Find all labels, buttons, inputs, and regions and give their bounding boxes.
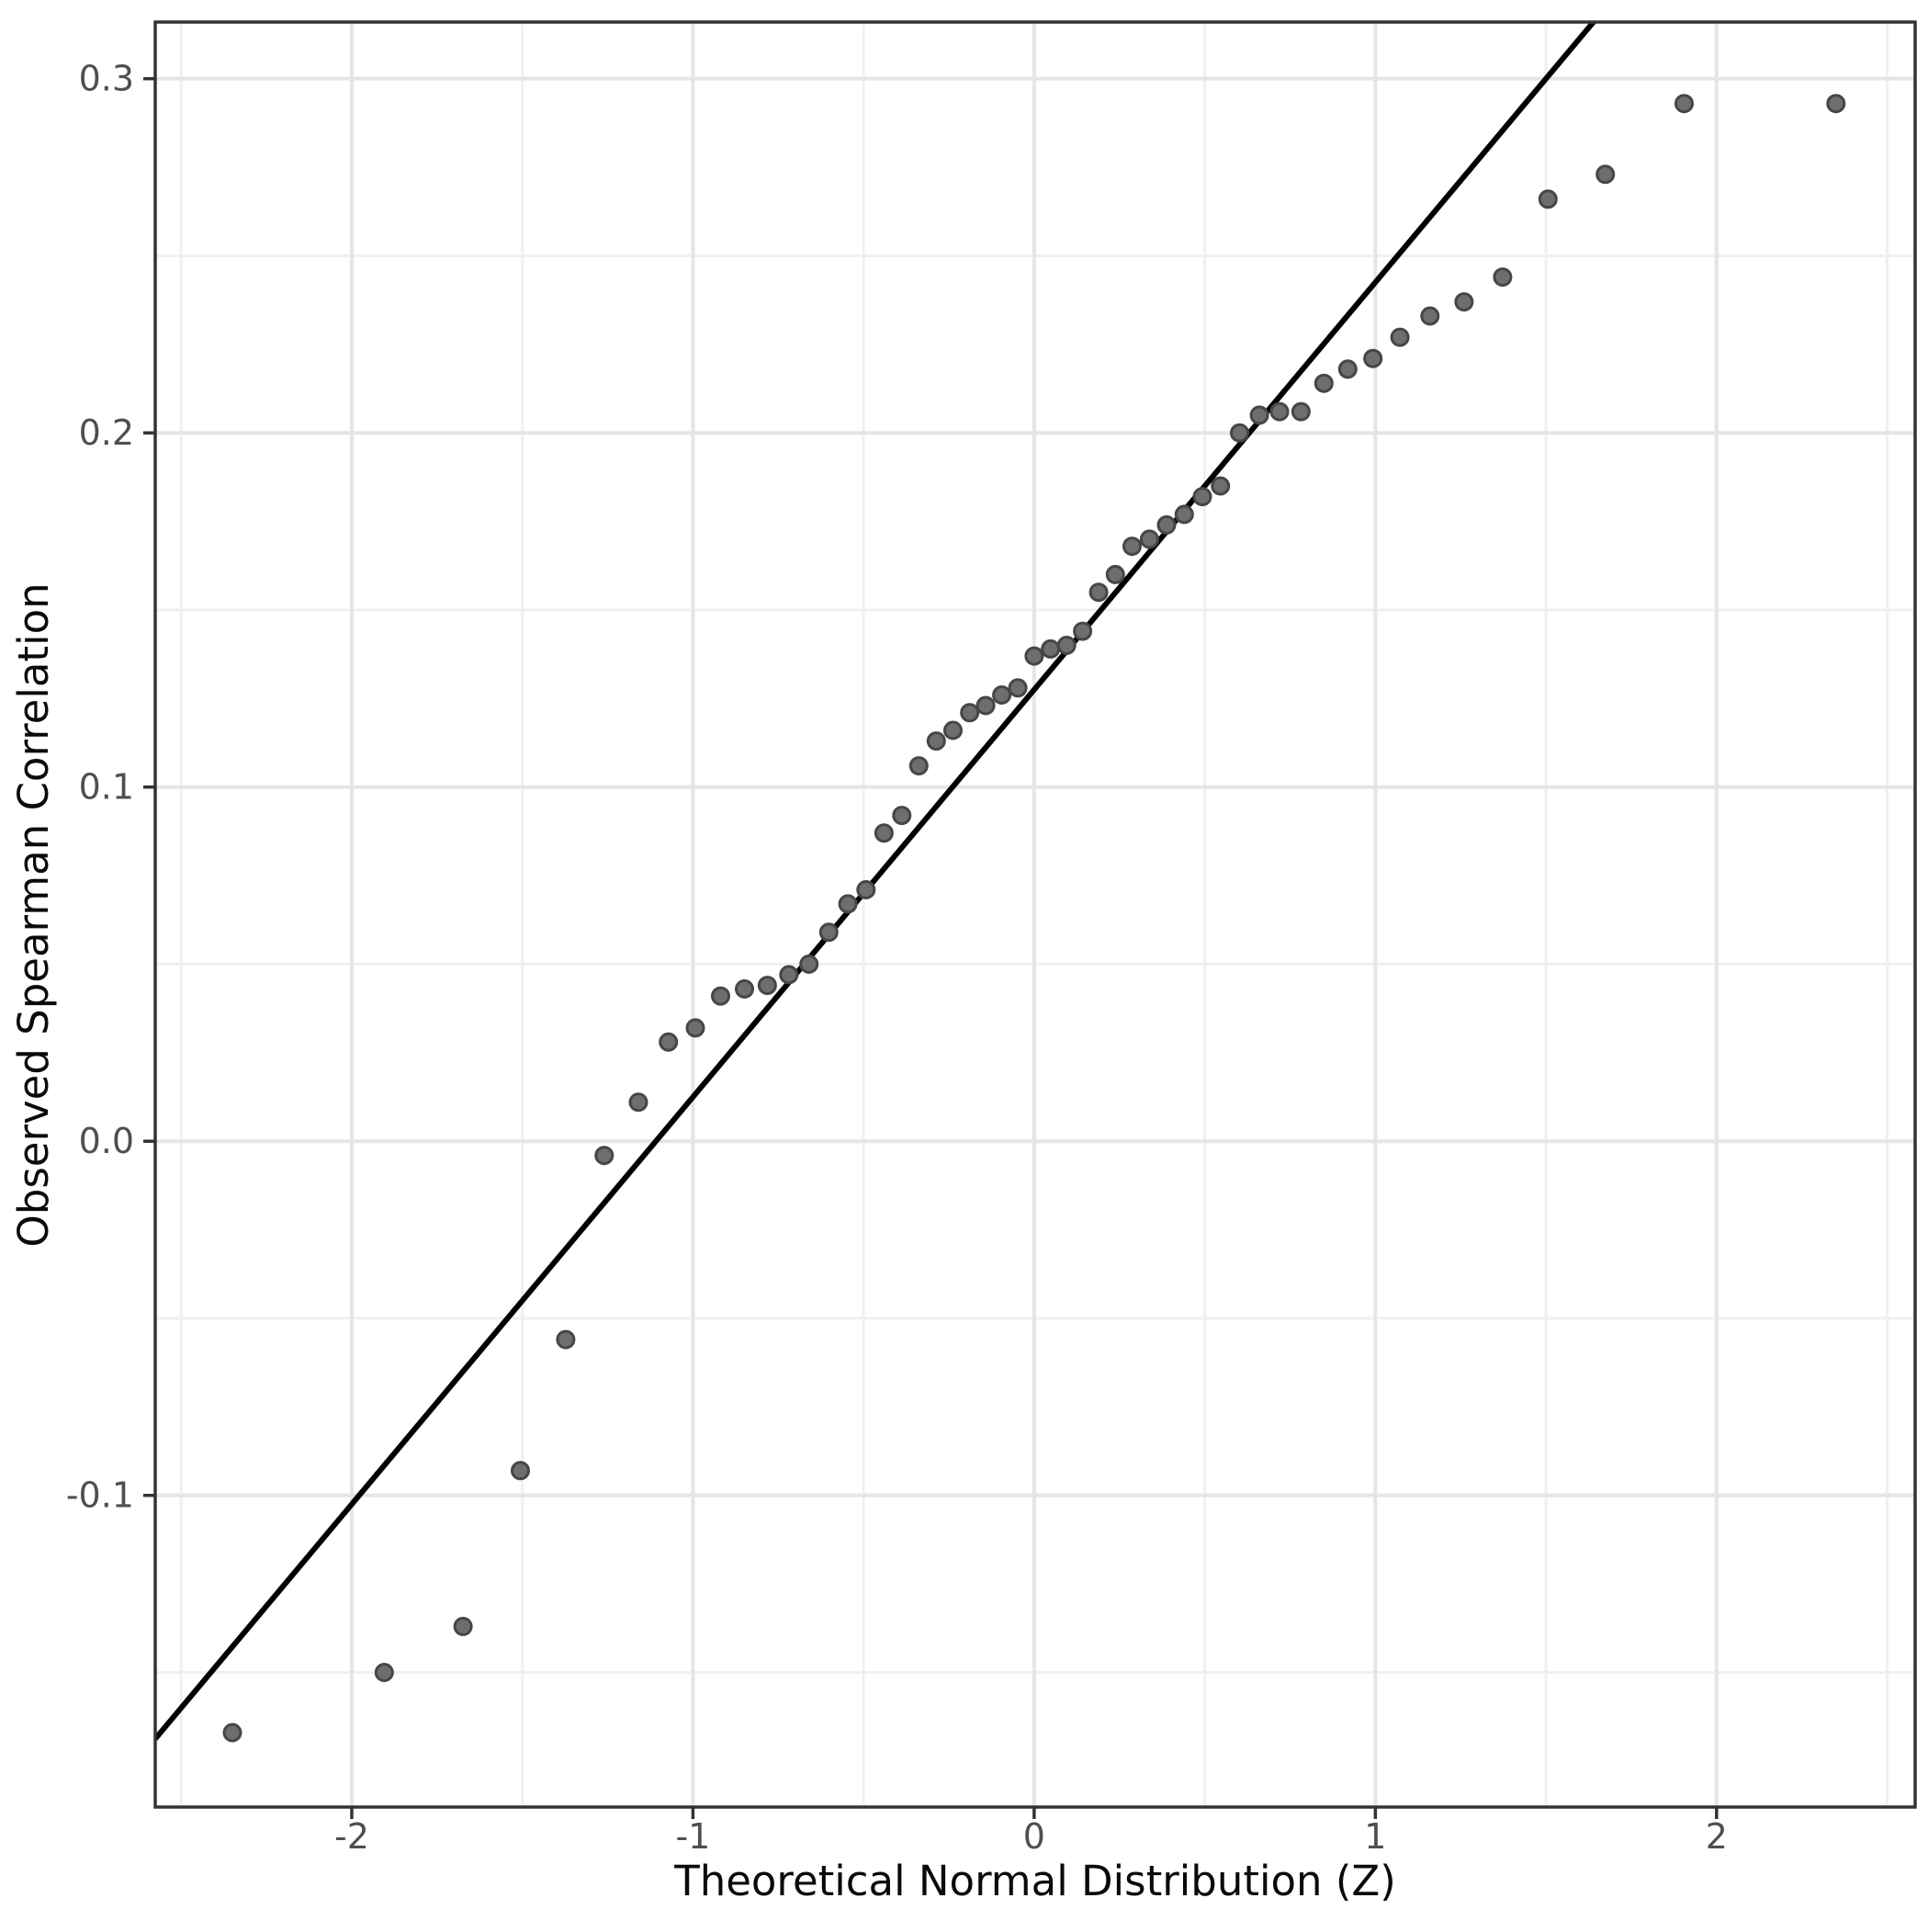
x-tick-label: 1 [1364,1816,1386,1857]
data-point [222,1723,242,1743]
data-point [1073,621,1093,641]
data-point [1056,636,1077,655]
data-point [1337,359,1358,379]
y-tick-label: 0.1 [79,767,134,808]
data-point [556,1329,576,1350]
x-tick-label: -2 [334,1816,369,1857]
data-point [992,685,1012,705]
data-point [757,976,777,996]
data-point [818,922,839,943]
y-tick-label: 0.2 [79,412,134,453]
data-point [1139,529,1159,549]
data-point [1230,423,1249,443]
data-point [1088,582,1109,603]
data-point [1156,514,1177,535]
data-point [1008,678,1028,698]
data-point [1024,646,1044,666]
x-axis-ticks [350,1807,1719,1819]
data-point [735,979,754,999]
major-gridlines [155,22,1915,1807]
y-axis-title: Observed Spearman Correlation [9,582,58,1247]
data-point [1291,401,1311,422]
data-point [374,1663,394,1682]
y-tick-label: -0.1 [66,1475,134,1516]
data-point [628,1092,648,1113]
scatter-points-layer [222,94,1846,1743]
x-tick-label: 0 [1023,1816,1045,1857]
data-point [1390,327,1410,347]
data-point [960,703,980,723]
data-point [1174,504,1194,525]
x-axis-tick-labels: -2 -1 0 1 2 [334,1816,1728,1857]
data-point [908,756,929,776]
data-point [1192,487,1212,507]
data-point [1674,94,1694,114]
data-point [975,695,996,716]
data-point [856,880,876,899]
data-point [1826,94,1846,114]
data-point [511,1461,530,1481]
data-point [594,1146,614,1166]
y-tick-label: 0.0 [79,1121,134,1161]
data-point [1249,405,1269,425]
data-point [1595,164,1616,185]
y-axis-tick-labels: 0.3 0.2 0.1 0.0 -0.1 [66,59,134,1516]
data-point [874,823,894,843]
data-point [453,1616,473,1636]
y-tick-label: 0.3 [79,59,134,99]
data-point [1105,564,1125,584]
x-tick-label: -1 [675,1816,710,1857]
data-point [1314,373,1334,393]
data-point [1493,267,1513,288]
qq-reference-line [155,22,1597,1741]
data-point [1454,292,1474,312]
x-tick-label: 2 [1706,1816,1728,1857]
y-axis-ticks [143,76,155,1497]
data-point [1363,348,1383,368]
data-point [1211,476,1231,496]
data-point [799,955,819,974]
data-point [1041,638,1061,659]
x-axis-title: Theoretical Normal Distribution (Z) [673,1857,1396,1905]
data-point [892,806,912,826]
data-point [943,720,963,740]
data-point [1538,189,1558,209]
data-point [1420,306,1440,326]
data-point [1122,537,1142,557]
data-point [926,731,946,751]
data-point [711,986,730,1006]
data-point [685,1018,705,1038]
data-point [1269,401,1290,422]
data-point [838,894,858,914]
data-point [659,1032,679,1052]
data-point [779,965,799,985]
